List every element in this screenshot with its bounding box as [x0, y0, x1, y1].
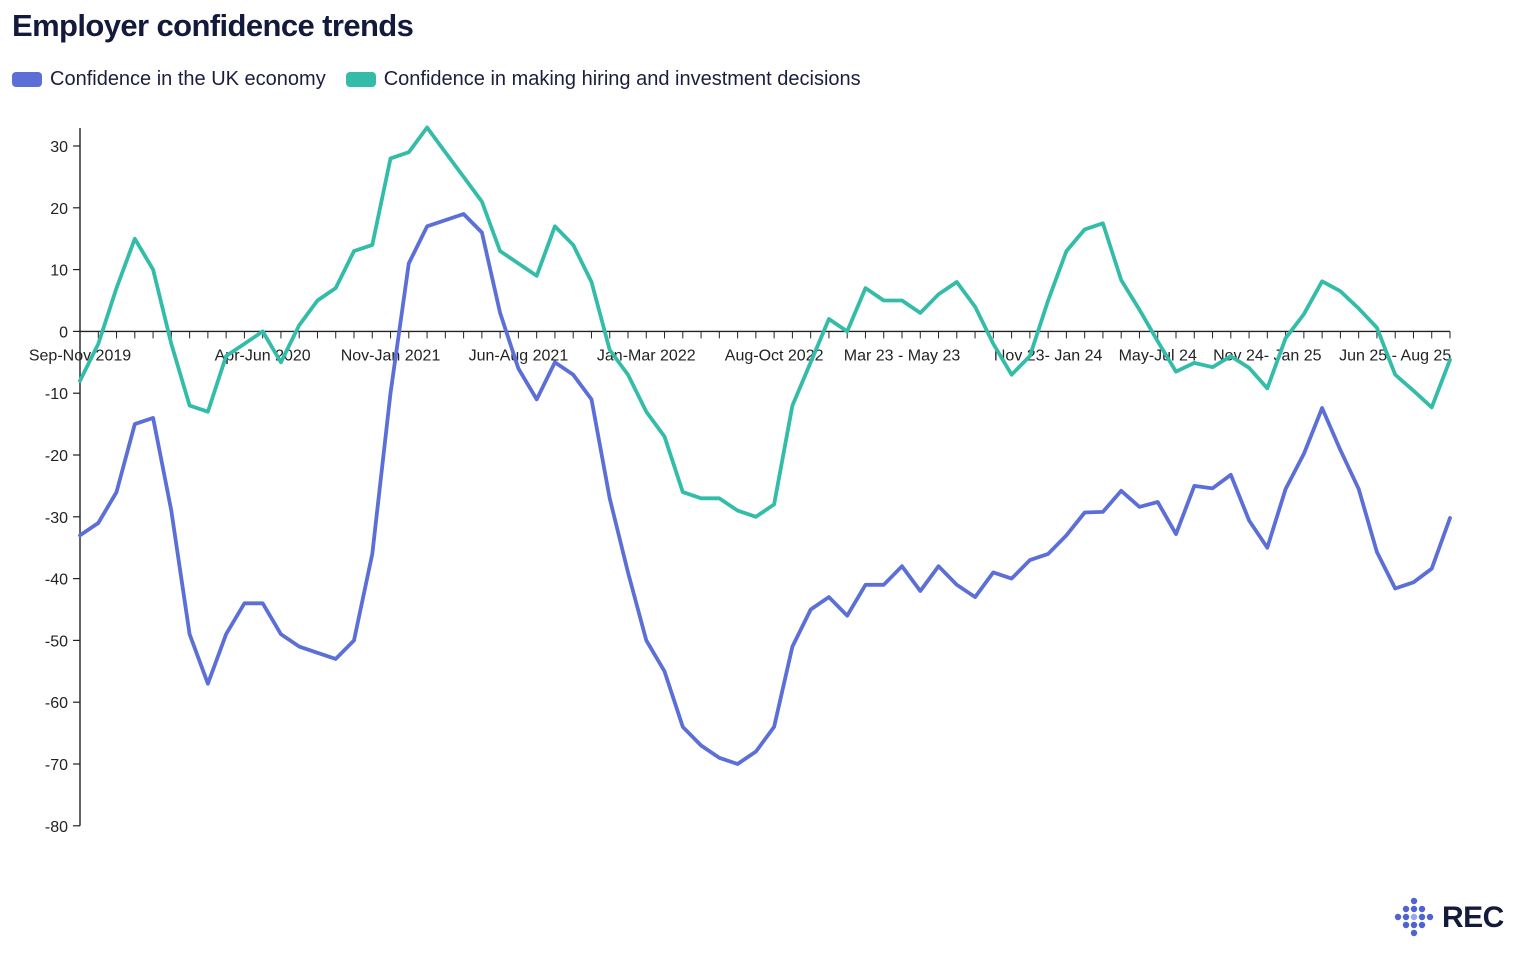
y-tick-label: -80 [45, 819, 68, 836]
y-tick-label: -70 [45, 757, 68, 774]
x-tick-label: Aug-Oct 2022 [725, 347, 824, 364]
x-tick-label: Jun 25 - Aug 25 [1339, 347, 1451, 364]
y-tick-label: -40 [45, 572, 68, 589]
rec-logo-text: REC [1442, 901, 1504, 934]
y-tick-label: -50 [45, 633, 68, 650]
y-tick-label: 0 [59, 324, 68, 341]
rec-logo: REC [1392, 896, 1504, 940]
legend-item-uk-economy[interactable]: Confidence in the UK economy [12, 68, 326, 91]
y-tick-label: 10 [50, 263, 68, 280]
x-tick-label: May-Jul 24 [1119, 347, 1197, 364]
series-line-uk-economy [78, 212, 1452, 766]
legend-swatch-uk-economy [12, 72, 42, 87]
legend-label-hiring-investment: Confidence in making hiring and investme… [383, 68, 861, 90]
y-tick-label: -10 [45, 386, 68, 403]
rec-logo-icon [1394, 897, 1434, 937]
y-tick-label: -20 [45, 448, 68, 465]
series-line-hiring-investment [78, 125, 1452, 519]
chart-title: Employer confidence trends [12, 8, 414, 43]
legend-label-uk-economy: Confidence in the UK economy [50, 68, 326, 90]
legend-swatch-hiring-investment [345, 72, 376, 87]
x-tick-label: Jun-Aug 2021 [469, 347, 569, 364]
x-tick-label: Sep-Nov 2019 [29, 347, 131, 364]
y-tick-label: 30 [50, 139, 68, 156]
y-tick-label: 20 [50, 201, 68, 218]
x-tick-label: Nov 23- Jan 24 [994, 347, 1103, 364]
x-tick-label: Mar 23 - May 23 [844, 347, 961, 364]
y-tick-label: -60 [45, 695, 68, 712]
legend-item-hiring-investment[interactable]: Confidence in making hiring and investme… [345, 68, 861, 91]
x-tick-label: Jan-Mar 2022 [597, 347, 696, 364]
legend: Confidence in the UK economy Confidence … [12, 68, 881, 91]
x-tick-label: Nov-Jan 2021 [341, 347, 441, 364]
y-tick-label: -30 [45, 510, 68, 527]
